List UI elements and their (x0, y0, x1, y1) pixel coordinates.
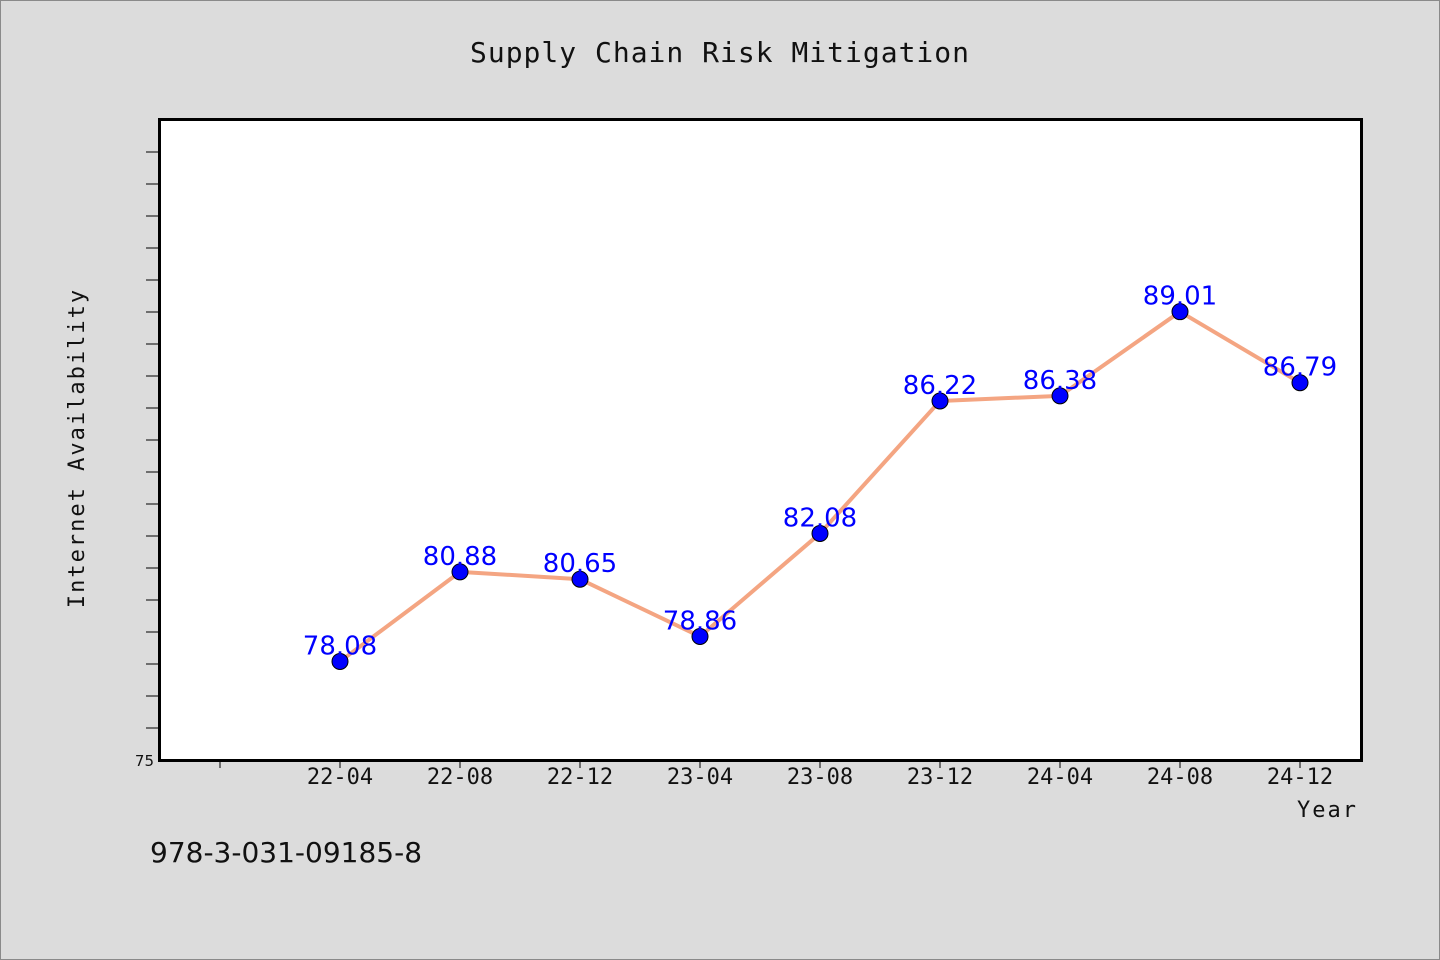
data-label: 86.79 (1263, 353, 1337, 383)
x-tick-label: 22-12 (547, 765, 613, 790)
x-axis-label: Year (1297, 798, 1358, 823)
data-point (571, 570, 589, 588)
plot-area (158, 118, 1363, 762)
data-label: 82.08 (783, 503, 857, 533)
x-tick-label: 23-08 (787, 765, 853, 790)
data-point (331, 652, 349, 670)
data-point (1051, 387, 1069, 405)
y-axis-label: Internet Availability (65, 288, 90, 608)
y-axis-ticks: 75 (135, 151, 159, 770)
y-tick-label: 75 (135, 752, 154, 770)
x-tick-label: 23-04 (667, 765, 733, 790)
data-label: 89.01 (1143, 282, 1217, 312)
data-label: 80.65 (543, 549, 617, 579)
x-axis-ticks: 22-04 22-08 22-12 23-04 23-08 23-12 24-04 24-08… (219, 761, 1333, 790)
data-label: 80.88 (423, 542, 497, 572)
data-point (1171, 303, 1189, 321)
x-tick-label: 23-12 (907, 765, 973, 790)
x-tick-label: 24-12 (1267, 765, 1333, 790)
data-label: 78.86 (663, 606, 737, 636)
x-tick-label: 24-04 (1027, 765, 1093, 790)
footer-identifier: 978-3-031-09185-8 (150, 836, 423, 869)
data-point (1291, 374, 1309, 392)
data-label: 78.08 (303, 631, 377, 661)
data-markers (331, 303, 1309, 670)
x-tick-label: 22-04 (307, 765, 373, 790)
data-label: 86.38 (1023, 366, 1097, 396)
data-point (451, 563, 469, 581)
data-point (931, 392, 949, 410)
x-tick-label: 24-08 (1147, 765, 1213, 790)
chart-title: Supply Chain Risk Mitigation (470, 36, 970, 69)
x-tick-label: 22-08 (427, 765, 493, 790)
data-label: 86.22 (903, 371, 977, 401)
data-point (691, 627, 709, 645)
data-point (811, 524, 829, 542)
data-labels: 78.08 80.88 80.65 78.86 82.08 86.22 86.38 89.01… (303, 282, 1337, 662)
